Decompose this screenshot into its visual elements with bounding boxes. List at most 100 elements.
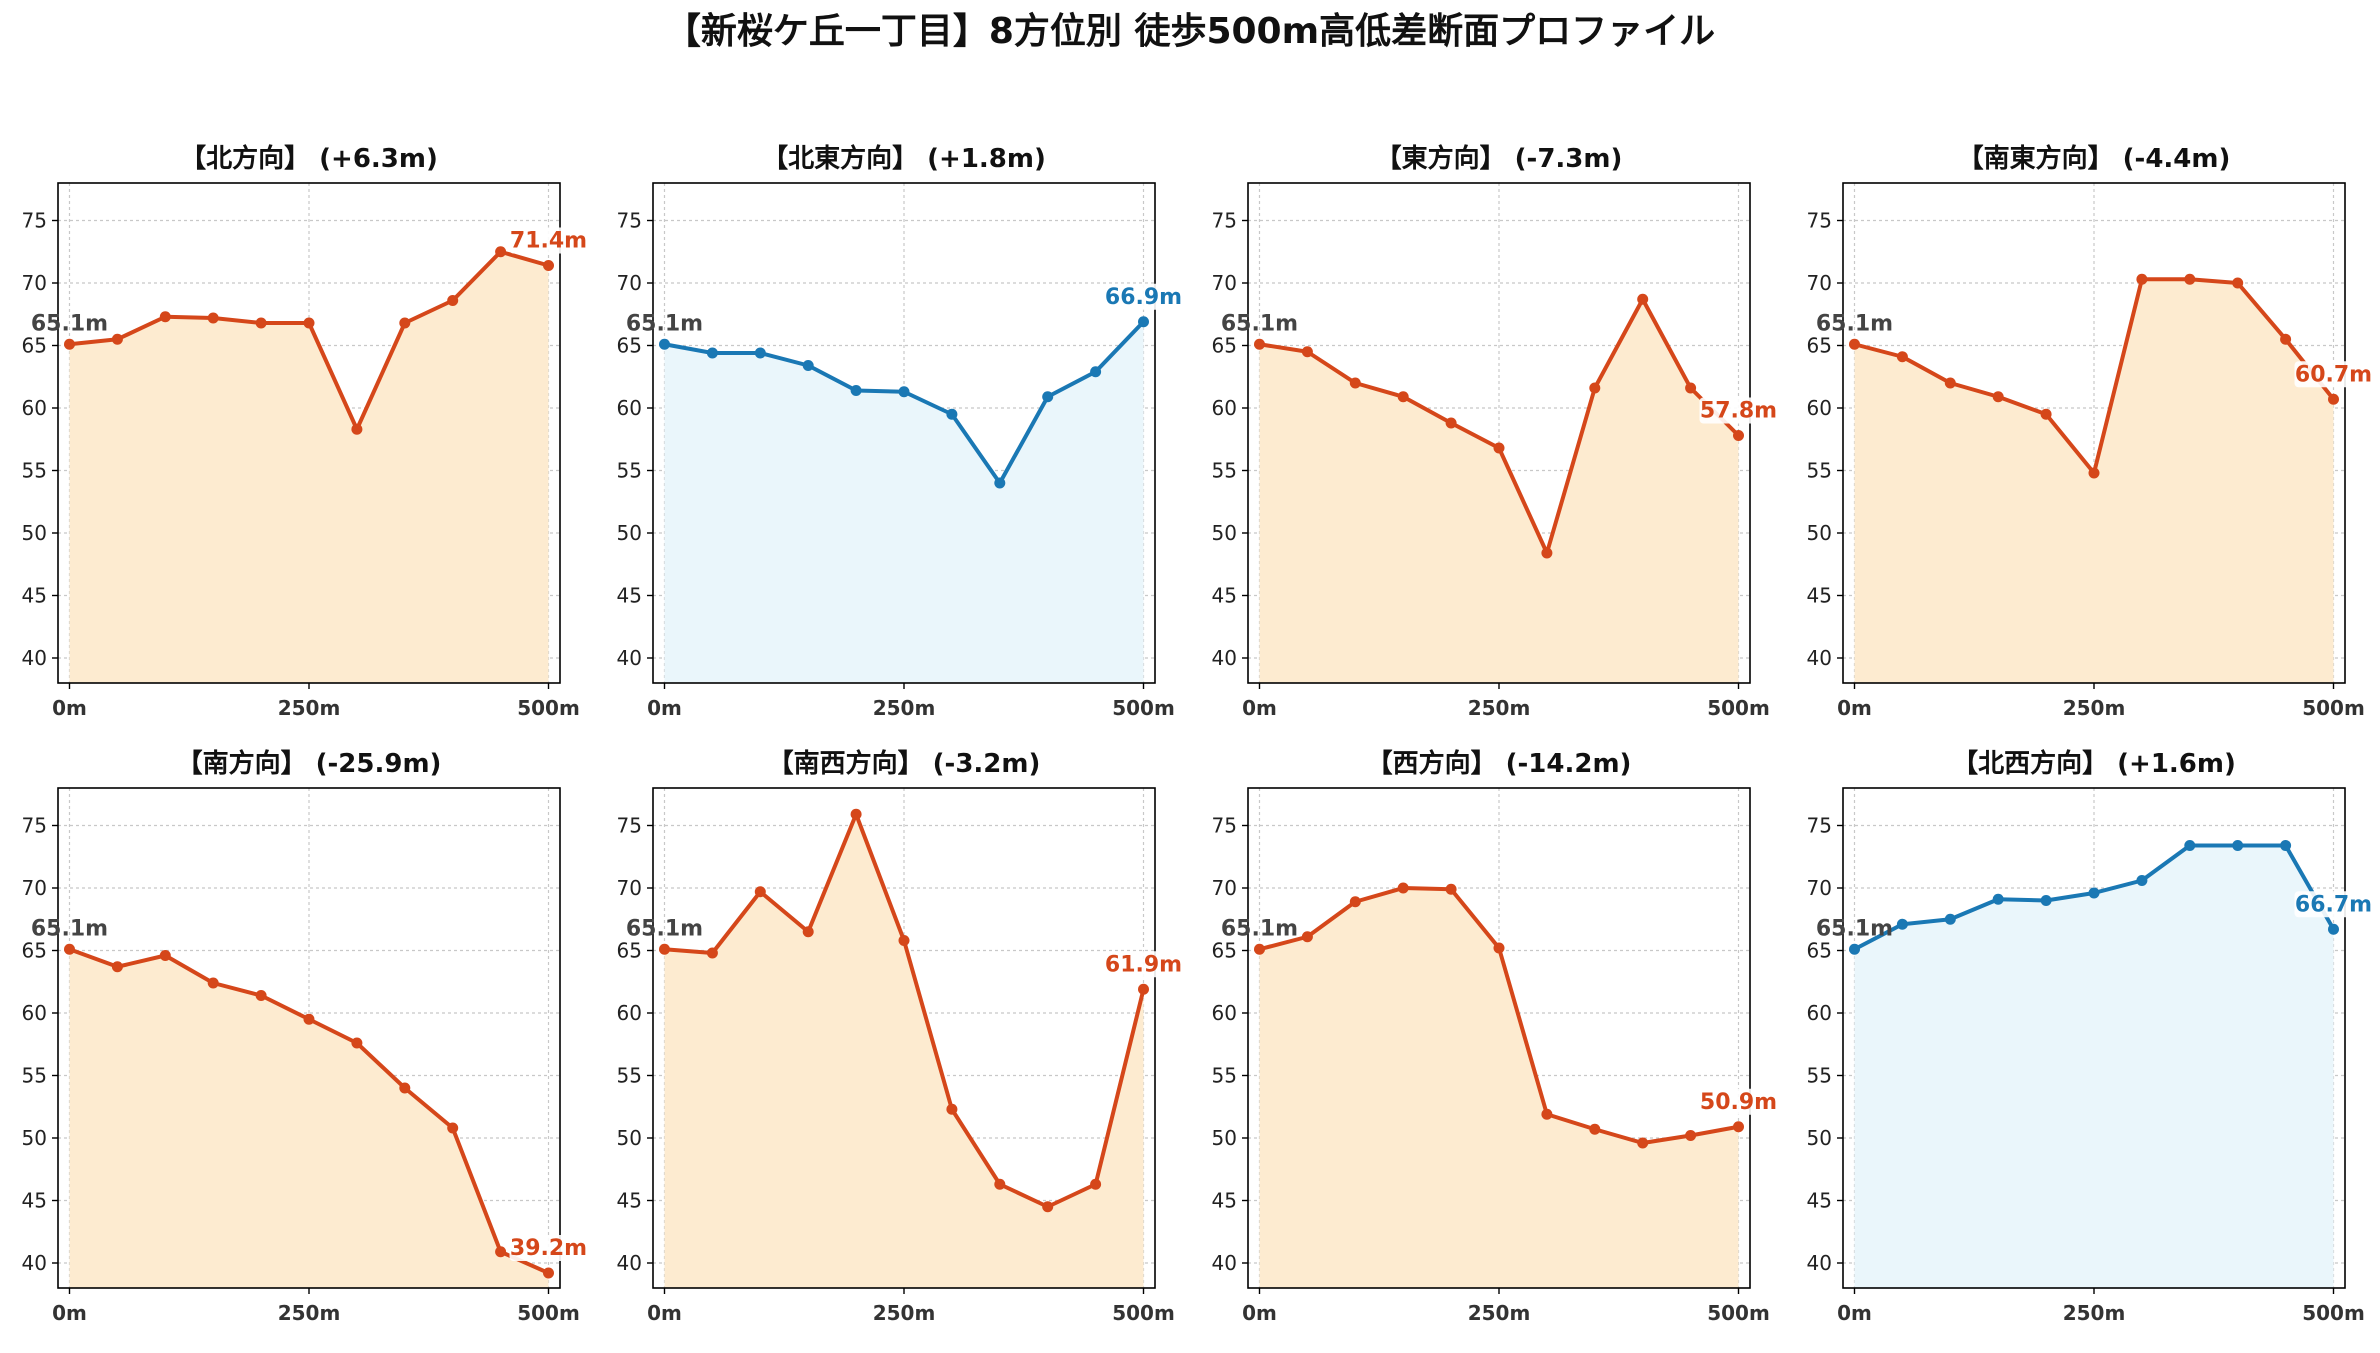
data-point [63,943,75,955]
y-tick-label: 65 [617,334,642,358]
data-point [1541,547,1553,559]
data-point [1138,316,1150,328]
end-label-box [509,1235,588,1261]
y-tick-label: 55 [1212,1064,1237,1088]
panel-title: 【南方向】 (-25.9m) [177,748,442,779]
x-tick-label: 500m [1112,1301,1175,1325]
data-point [1445,417,1457,429]
data-point [802,926,814,938]
y-tick-label: 40 [1807,1251,1832,1275]
data-point [255,317,267,329]
area-fill [69,251,549,683]
data-point [1992,391,2004,403]
data-point [1733,430,1745,441]
y-tick-label: 70 [1212,876,1237,900]
y-tick-label: 45 [22,584,47,608]
start-value-label: 65.1m [31,311,108,336]
y-tick-label: 40 [617,1251,642,1275]
chart-panel-7: 【西方向】 (-14.2m) 40 45 50 55 60 65 70 75 0m 250m 500m… [1212,748,1778,1325]
start-value-label: 65.1m [1221,311,1298,336]
data-point [2040,895,2052,906]
data-point [946,408,958,420]
data-point [2184,273,2196,285]
data-point [1637,293,1649,305]
data-point [1349,377,1361,389]
area-fill [1259,299,1739,683]
data-point [1042,391,1054,403]
data-point [2280,840,2292,851]
y-tick-label: 75 [1807,209,1832,233]
x-tick-label: 250m [2063,696,2126,720]
y-tick-label: 55 [617,459,642,483]
end-value-label: 61.9m [1105,952,1182,977]
end-label-box [2294,361,2373,388]
x-tick-label: 0m [647,696,682,720]
data-point [2184,840,2196,851]
y-tick-label: 50 [22,1126,47,1150]
y-tick-label: 40 [1212,646,1237,670]
data-point [898,935,910,946]
data-point [1397,882,1409,894]
start-value-label: 65.1m [31,916,108,941]
data-point [111,961,123,973]
data-point [802,360,814,371]
y-tick-label: 65 [1212,334,1237,358]
data-point [1685,382,1697,394]
data-point [658,943,670,955]
x-tick-label: 500m [2302,1301,2365,1325]
data-point [1589,382,1601,394]
start-value-label: 65.1m [1221,916,1298,941]
y-tick-label: 50 [1212,1126,1237,1150]
data-point [850,808,862,820]
area-fill [1854,279,2334,683]
chart-panel-3: 【東方向】 (-7.3m) 40 45 50 55 60 65 70 75 0m 250m 500m 6… [1212,143,1778,720]
data-point [1944,377,1956,389]
data-point [447,295,459,306]
y-tick-label: 70 [22,271,47,295]
data-point [2088,467,2100,479]
data-point [2280,333,2292,345]
x-tick-label: 0m [1242,696,1277,720]
y-tick-label: 45 [617,1189,642,1213]
x-tick-label: 500m [1707,1301,1770,1325]
data-point [1138,983,1150,995]
y-tick-label: 50 [617,1126,642,1150]
data-point [658,338,670,350]
y-tick-label: 75 [617,814,642,838]
y-tick-label: 40 [1807,646,1832,670]
x-tick-label: 250m [1468,1301,1531,1325]
y-tick-label: 60 [1807,396,1832,420]
x-tick-label: 0m [52,696,87,720]
end-value-label: 66.7m [2295,892,2372,917]
data-point [1301,346,1313,358]
data-point [1896,918,1908,930]
y-tick-label: 50 [1807,521,1832,545]
data-point [2232,840,2244,851]
data-point [255,990,267,1001]
data-point [543,260,555,271]
chart-panel-8: 【北西方向】 (+1.6m) 40 45 50 55 60 65 70 75 0m 250m 500m… [1807,748,2373,1325]
data-point [1848,338,1860,350]
panel-title: 【東方向】 (-7.3m) [1376,143,1623,174]
data-point [207,977,219,989]
data-point [1589,1123,1601,1135]
y-tick-label: 45 [1212,1189,1237,1213]
start-value-label: 65.1m [1816,311,1893,336]
data-point [1349,896,1361,908]
y-tick-label: 55 [1807,459,1832,483]
data-point [1397,391,1409,403]
area-fill [664,814,1144,1288]
x-tick-label: 0m [1837,696,1872,720]
data-point [2088,887,2100,899]
end-label-box [1104,283,1183,310]
area-fill [1259,888,1739,1288]
end-value-label: 50.9m [1700,1090,1777,1115]
y-tick-label: 70 [1807,876,1832,900]
y-tick-label: 60 [1212,396,1237,420]
data-point [2136,875,2148,886]
figure-title: 【新桜ケ丘一丁目】8方位別 徒歩500m高低差断面プロファイル [664,11,1716,52]
x-tick-label: 0m [52,1301,87,1325]
data-point [706,347,718,359]
y-tick-label: 60 [22,1001,47,1025]
